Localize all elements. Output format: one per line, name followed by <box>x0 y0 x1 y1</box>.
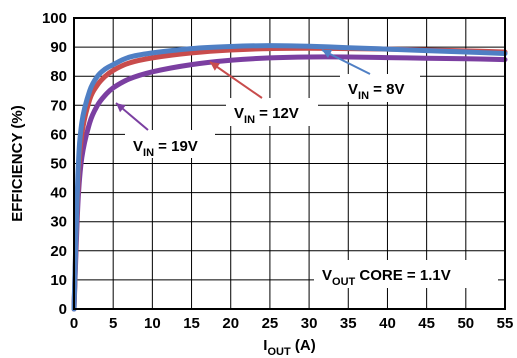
annotation-rest: = 8V <box>369 81 404 98</box>
series-line-8v <box>71 43 508 312</box>
x-axis-label-main: I <box>263 337 267 354</box>
x-tick-label: 0 <box>70 315 78 332</box>
annotation-arrowhead <box>116 103 126 113</box>
x-axis-label-sub: OUT <box>267 346 291 358</box>
x-axis-label-rest: (A) <box>291 337 316 354</box>
annotation-vout-core: VOUT CORE = 1.1V <box>322 267 451 288</box>
annotation-arrow-12v <box>209 61 263 99</box>
x-tick-label: 40 <box>379 315 396 332</box>
annotation-sub: IN <box>143 147 154 159</box>
annotation-rest: CORE = 1.1V <box>355 267 450 284</box>
y-tick-label: 40 <box>50 185 67 202</box>
annotations: VIN = 8V VIN = 12V VIN = 19V VOUT CORE =… <box>115 49 498 288</box>
annotation-main: V <box>322 267 332 284</box>
y-tick-label: 70 <box>50 97 67 114</box>
annotation-box <box>226 98 318 126</box>
y-tick-label: 60 <box>50 126 67 143</box>
annotation-arrowhead <box>210 62 220 71</box>
series-line-19v <box>71 54 508 312</box>
y-tick-label: 100 <box>42 10 67 27</box>
y-tick-label: 0 <box>59 301 67 318</box>
x-tick-label: 35 <box>340 315 357 332</box>
annotation-main: V <box>348 81 358 98</box>
annotation-sub: IN <box>244 114 255 126</box>
x-tick-label: 15 <box>183 315 200 332</box>
x-tick-label: 10 <box>144 315 161 332</box>
annotation-main: V <box>133 138 143 155</box>
y-tick-labels: 0 10 20 30 40 50 60 70 80 90 100 <box>42 10 67 318</box>
y-tick-label: 10 <box>50 272 67 289</box>
x-tick-label: 50 <box>457 315 474 332</box>
y-tick-label: 80 <box>50 68 67 85</box>
annotation-main: V <box>234 105 244 122</box>
annotation-rest: = 12V <box>255 105 299 122</box>
y-tick-label: 20 <box>50 243 67 260</box>
x-tick-label: 20 <box>222 315 239 332</box>
y-axis-label: EFFICIENCY (%) <box>9 105 26 221</box>
x-tick-label: 30 <box>301 315 318 332</box>
x-axis-label: IOUT (A) <box>263 337 315 358</box>
annotation-box <box>340 74 420 102</box>
annotation-arrowhead <box>322 50 333 58</box>
y-tick-label: 50 <box>50 156 67 173</box>
x-tick-label: 25 <box>262 315 279 332</box>
y-tick-label: 30 <box>50 214 67 231</box>
y-tick-label: 90 <box>50 39 67 56</box>
annotation-sub: IN <box>358 90 369 102</box>
annotation-box <box>125 130 215 158</box>
annotation-box <box>314 260 498 288</box>
x-tick-label: 5 <box>109 315 117 332</box>
annotation-sub: OUT <box>332 276 356 288</box>
x-tick-labels: 0 5 10 15 20 25 30 35 40 45 50 55 <box>70 315 514 332</box>
annotation-rest: = 19V <box>154 138 198 155</box>
annotation-vin-8v: VIN = 8V <box>348 81 404 102</box>
plot-area <box>71 43 508 312</box>
plot-frame <box>73 17 506 310</box>
x-tick-label: 45 <box>418 315 435 332</box>
x-tick-label: 55 <box>497 315 514 332</box>
annotation-vin-12v: VIN = 12V <box>234 105 299 126</box>
annotation-vin-19v: VIN = 19V <box>133 138 198 159</box>
